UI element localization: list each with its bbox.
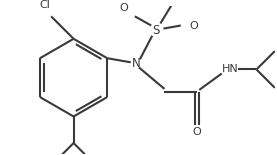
Text: S: S [153,24,160,37]
Text: N: N [132,57,140,70]
Text: HN: HN [222,64,238,74]
Text: O: O [119,3,128,13]
Text: O: O [190,20,199,31]
Text: O: O [193,127,202,137]
Text: Cl: Cl [40,0,50,10]
